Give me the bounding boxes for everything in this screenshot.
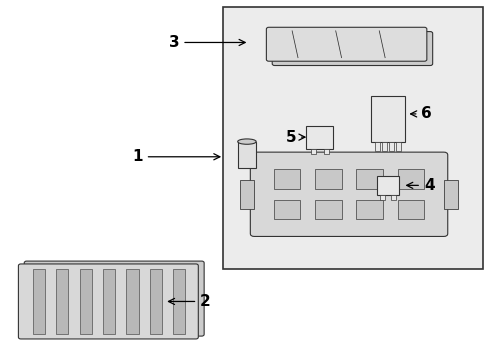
Bar [443,180,458,208]
Text: 5: 5 [285,130,305,145]
FancyBboxPatch shape [19,264,198,339]
FancyBboxPatch shape [250,152,447,237]
Bar [356,200,382,219]
Bar [222,7,482,269]
Bar [126,269,138,334]
Bar [370,96,404,143]
Text: 4: 4 [406,178,434,193]
Text: 2: 2 [168,294,210,309]
Bar [149,269,162,334]
Bar [374,143,380,151]
Bar [273,200,300,219]
Bar [381,143,386,151]
FancyBboxPatch shape [272,32,432,66]
Bar [33,269,45,334]
FancyBboxPatch shape [266,27,426,61]
Bar [239,180,254,208]
Bar [80,269,92,334]
Bar [380,195,384,199]
Bar [310,149,315,154]
Bar [273,169,300,189]
Bar [395,143,400,151]
Bar [323,149,328,154]
Bar [56,269,68,334]
Bar [103,269,115,334]
Bar [306,126,332,149]
Ellipse shape [237,139,256,144]
Bar [388,143,393,151]
Bar [237,141,256,168]
Bar [173,269,185,334]
Bar [397,169,424,189]
Bar [356,169,382,189]
Bar [314,169,341,189]
Text: 3: 3 [168,35,244,50]
Bar [376,176,398,195]
Bar [390,195,395,199]
Bar [314,200,341,219]
FancyBboxPatch shape [24,261,203,336]
Text: 6: 6 [410,107,431,121]
Bar [397,200,424,219]
Text: 1: 1 [132,149,220,164]
